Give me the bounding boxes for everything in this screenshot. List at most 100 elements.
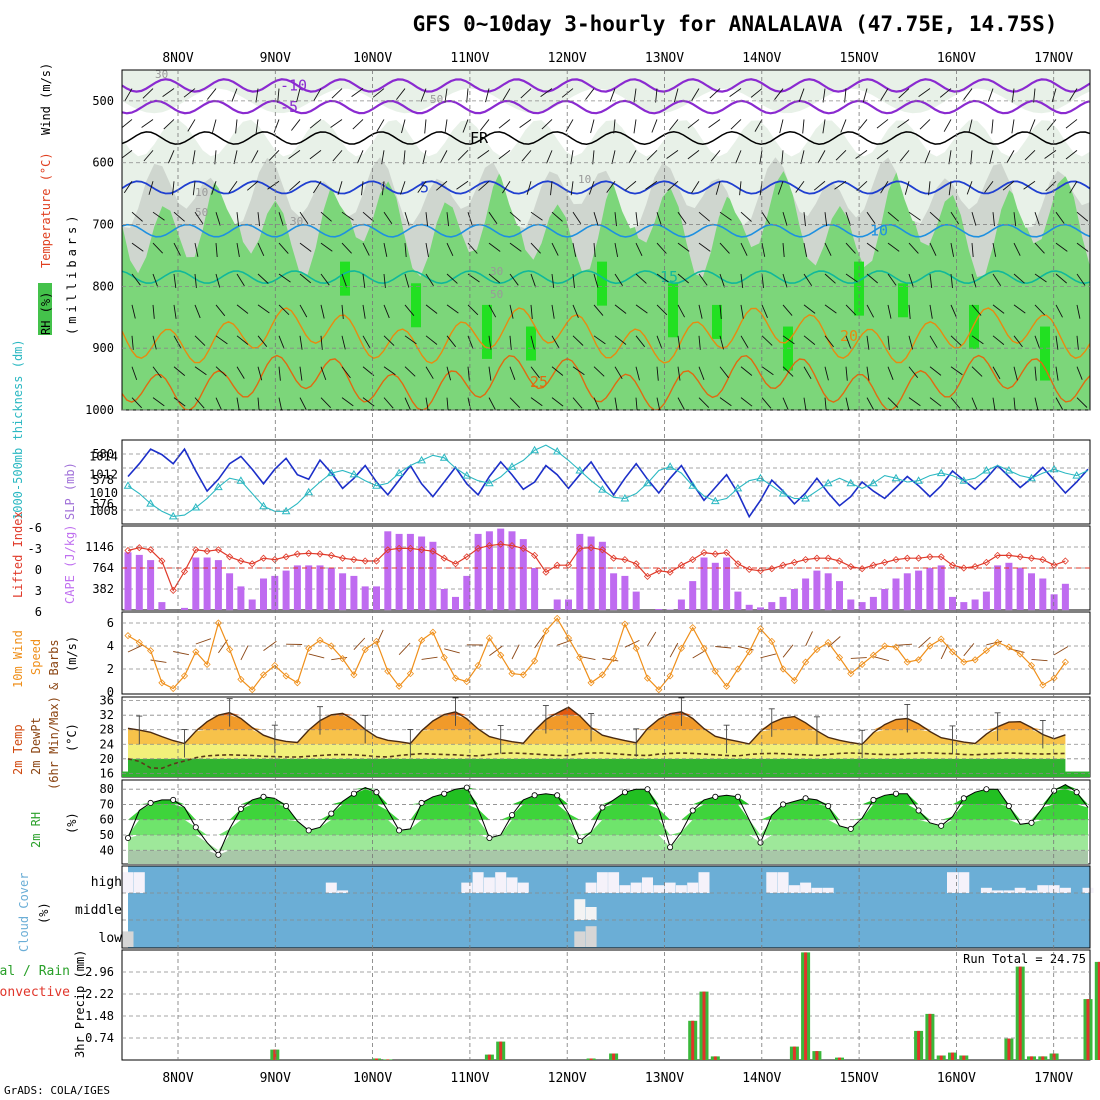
upper-wind-barb — [866, 335, 870, 350]
upper-wind-barb — [167, 150, 175, 164]
upper-wind-barb — [593, 366, 605, 377]
lifted-index-marker — [835, 557, 844, 565]
upper-wind-barb — [341, 335, 346, 350]
cloud-bar — [653, 885, 665, 893]
cloud-panel: high middle low Cloud Cover (%) — [17, 865, 1094, 952]
upper-wind-barb — [719, 397, 732, 407]
upper-wind-barb — [698, 242, 711, 252]
cape-bar — [915, 570, 923, 610]
upper-wind-barb — [774, 88, 784, 100]
upper-wind-barb — [273, 119, 280, 133]
upper-wind-barb — [143, 150, 154, 162]
upper-wind-barb — [899, 150, 910, 162]
surface-wind-barb — [782, 644, 794, 658]
humidity-marker — [554, 792, 561, 799]
lifted-index-marker — [384, 546, 392, 554]
upper-wind-barb — [267, 180, 280, 190]
upper-wind-barb — [950, 366, 963, 376]
precip-convective-bar — [939, 1055, 943, 1060]
humidity-marker — [170, 796, 177, 803]
upper-wind-barb — [635, 335, 646, 348]
upper-wind-barb — [740, 335, 749, 349]
lifted-index-marker — [790, 558, 798, 566]
surface-wind-barb — [398, 642, 411, 656]
humidity-marker — [757, 839, 764, 846]
cape-bar — [869, 596, 877, 610]
humidity-band — [128, 784, 1088, 790]
cape-bar — [203, 557, 211, 610]
upper-wind-barb — [551, 397, 564, 407]
upper-wind-barb — [656, 212, 662, 226]
cape-bar — [1005, 562, 1013, 611]
surface-wind-barb — [444, 648, 460, 654]
upper-wind-barb — [588, 181, 595, 195]
temperature-line — [127, 706, 1066, 746]
upper-wind-barb — [467, 335, 474, 350]
cape-bar — [508, 531, 516, 611]
humidity-marker — [938, 822, 945, 829]
upper-wind-barb — [613, 119, 616, 134]
wind-speed-marker — [643, 674, 652, 682]
thickness-marker — [936, 468, 946, 477]
upper-wind-barb — [362, 366, 375, 376]
lifted-index-marker — [723, 549, 731, 557]
upper-wind-barb — [320, 397, 332, 409]
upper-wind-barb — [233, 150, 238, 165]
upper-wind-barb — [236, 212, 240, 227]
upper-wind-barb — [570, 150, 574, 165]
upper-wind-barb — [211, 119, 217, 134]
upper-wind-barb — [719, 304, 722, 319]
upper-wind-barb — [337, 181, 343, 195]
upper-wind-barb — [1076, 273, 1086, 286]
upper-wind-barb — [992, 335, 1005, 345]
wind-speed-marker — [440, 653, 448, 662]
lifted-index-marker — [982, 558, 990, 566]
upper-wind-barb — [824, 242, 832, 256]
thickness-marker — [146, 499, 155, 507]
surface-wind-barb — [940, 644, 949, 660]
upper-wind-barb — [309, 119, 322, 129]
humidity-marker — [960, 795, 967, 802]
upper-wind-barb — [739, 181, 742, 196]
temperature-contour — [122, 131, 1090, 145]
upper-wind-barb — [572, 366, 585, 376]
humidity-band — [128, 850, 1088, 864]
upper-wind-barb — [817, 150, 826, 163]
lifted-index-marker — [734, 560, 742, 568]
top-date-label: 14NOV — [742, 51, 781, 66]
humidity-marker — [847, 825, 854, 832]
thickness-marker — [168, 511, 178, 520]
upper-wind-barb — [781, 150, 784, 165]
upper-wind-barb — [740, 304, 744, 319]
cape-bar — [565, 599, 572, 610]
cape-bar — [666, 609, 674, 610]
precip-convective-bar — [1007, 1038, 1011, 1060]
lifted-index-marker — [745, 565, 753, 573]
upper-wind-barb — [918, 88, 931, 97]
cape-bar — [452, 596, 459, 610]
humidity-marker — [1028, 819, 1035, 826]
upper-wind-barb — [943, 119, 952, 132]
upper-wind-barb — [257, 304, 270, 314]
upper-wind-barb — [183, 88, 196, 98]
lifted-index-marker — [621, 556, 629, 564]
precip-tick-label: 1.48 — [85, 1009, 114, 1023]
upper-wind-barb — [948, 181, 952, 196]
upper-wind-barb — [803, 366, 812, 380]
upper-wind-barb — [502, 181, 511, 194]
wind-speed-marker — [971, 656, 979, 664]
bottom-date-label: 10NOV — [353, 1071, 392, 1086]
upper-wind-barb — [478, 180, 490, 191]
upper-wind-barb — [1076, 211, 1089, 222]
wind-speed-marker — [926, 642, 934, 650]
upper-wind-barb — [919, 119, 931, 130]
cloud-bar — [980, 887, 992, 893]
cloud-bar — [574, 899, 586, 920]
upper-wind-barb — [656, 304, 668, 316]
lifted-index-marker — [610, 554, 618, 562]
precip-convective-bar — [1018, 966, 1022, 1060]
lifted-index-marker — [700, 549, 708, 557]
upper-wind-barb — [498, 119, 511, 129]
rh-saturated-spot — [526, 326, 536, 361]
